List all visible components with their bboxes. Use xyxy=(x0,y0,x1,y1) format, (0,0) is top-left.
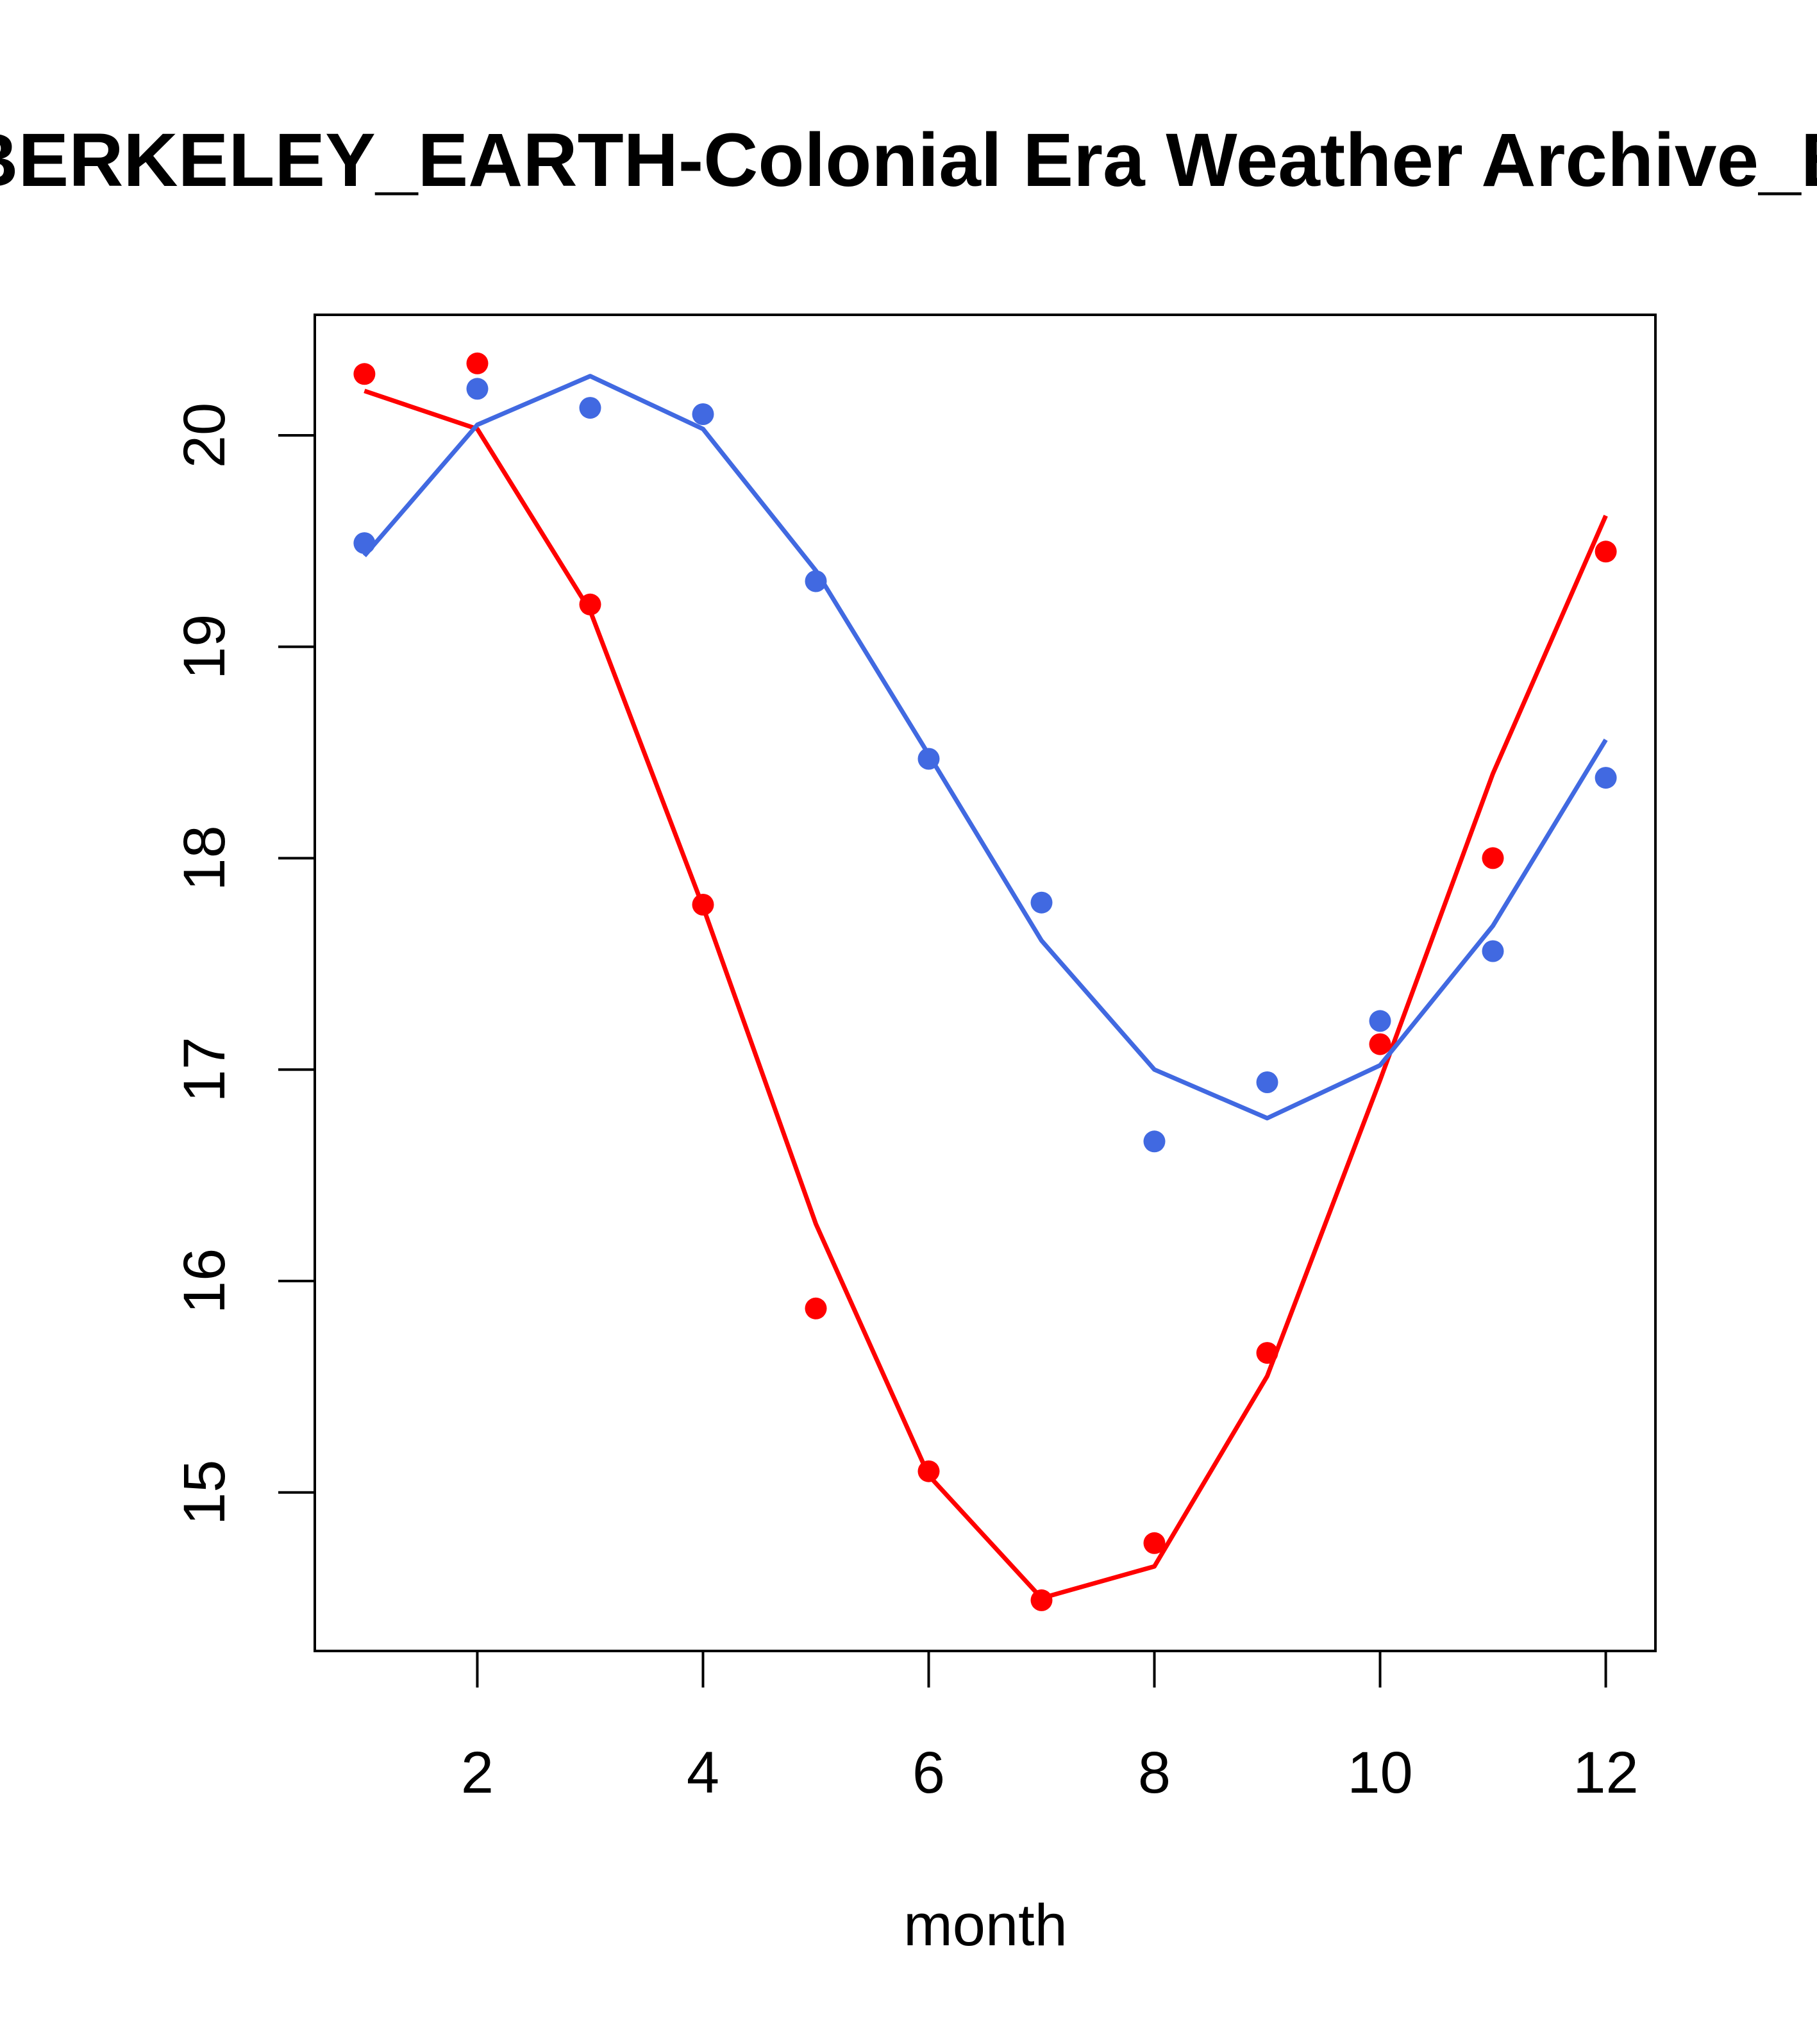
x-tick-label: 6 xyxy=(912,1740,945,1805)
series-2-point xyxy=(353,532,376,555)
series-1-point xyxy=(1595,540,1617,563)
series-1-point xyxy=(353,363,376,385)
series-2-point xyxy=(1482,940,1504,962)
series-1-point xyxy=(579,593,601,616)
y-tick-label: 15 xyxy=(172,1460,237,1525)
series-layer xyxy=(353,352,1617,1611)
plot-frame xyxy=(314,314,1657,1652)
series-1-point xyxy=(692,894,714,916)
series-2-point xyxy=(805,570,827,592)
series-2-point xyxy=(1143,1130,1166,1153)
series-2-point xyxy=(917,748,940,770)
x-tick-label: 10 xyxy=(1347,1740,1412,1805)
series-1-point xyxy=(1030,1589,1053,1611)
series-1 xyxy=(353,352,1617,1611)
series-1-point xyxy=(1256,1342,1278,1364)
series-1-point xyxy=(1369,1033,1391,1055)
y-tick-label: 16 xyxy=(172,1248,237,1314)
series-1-point xyxy=(466,352,489,374)
x-axis-label: month xyxy=(903,1893,1068,1958)
series-1-point xyxy=(1482,847,1504,869)
x-axis: 2 4 6 8 10 12 xyxy=(461,1650,1639,1805)
series-2-point xyxy=(1595,767,1617,789)
series-1-point xyxy=(917,1460,940,1482)
x-tick-label: 2 xyxy=(461,1740,494,1805)
y-tick-label: 19 xyxy=(172,614,237,680)
series-2-point xyxy=(1369,1010,1391,1032)
y-tick-label: 18 xyxy=(172,825,237,891)
x-tick-label: 4 xyxy=(687,1740,719,1805)
series-2-fit-line xyxy=(362,374,1608,1121)
chart-title: BERKELEY_EARTH-Colonial Era Weather Arch… xyxy=(0,118,1817,203)
series-2 xyxy=(353,374,1617,1153)
series-1-fit-line xyxy=(364,389,1608,1601)
series-2-point xyxy=(692,403,714,425)
series-2-point xyxy=(579,397,601,419)
series-1-point xyxy=(805,1297,827,1319)
y-tick-label: 20 xyxy=(172,403,237,468)
series-1-point xyxy=(1143,1532,1166,1554)
x-tick-label: 12 xyxy=(1573,1740,1638,1805)
x-tick-label: 8 xyxy=(1138,1740,1171,1805)
series-2-point xyxy=(1256,1071,1278,1093)
series-2-point xyxy=(466,378,489,400)
y-axis: 15 16 17 18 19 20 xyxy=(172,403,316,1525)
series-2-point xyxy=(1030,891,1053,914)
y-tick-label: 17 xyxy=(172,1037,237,1102)
